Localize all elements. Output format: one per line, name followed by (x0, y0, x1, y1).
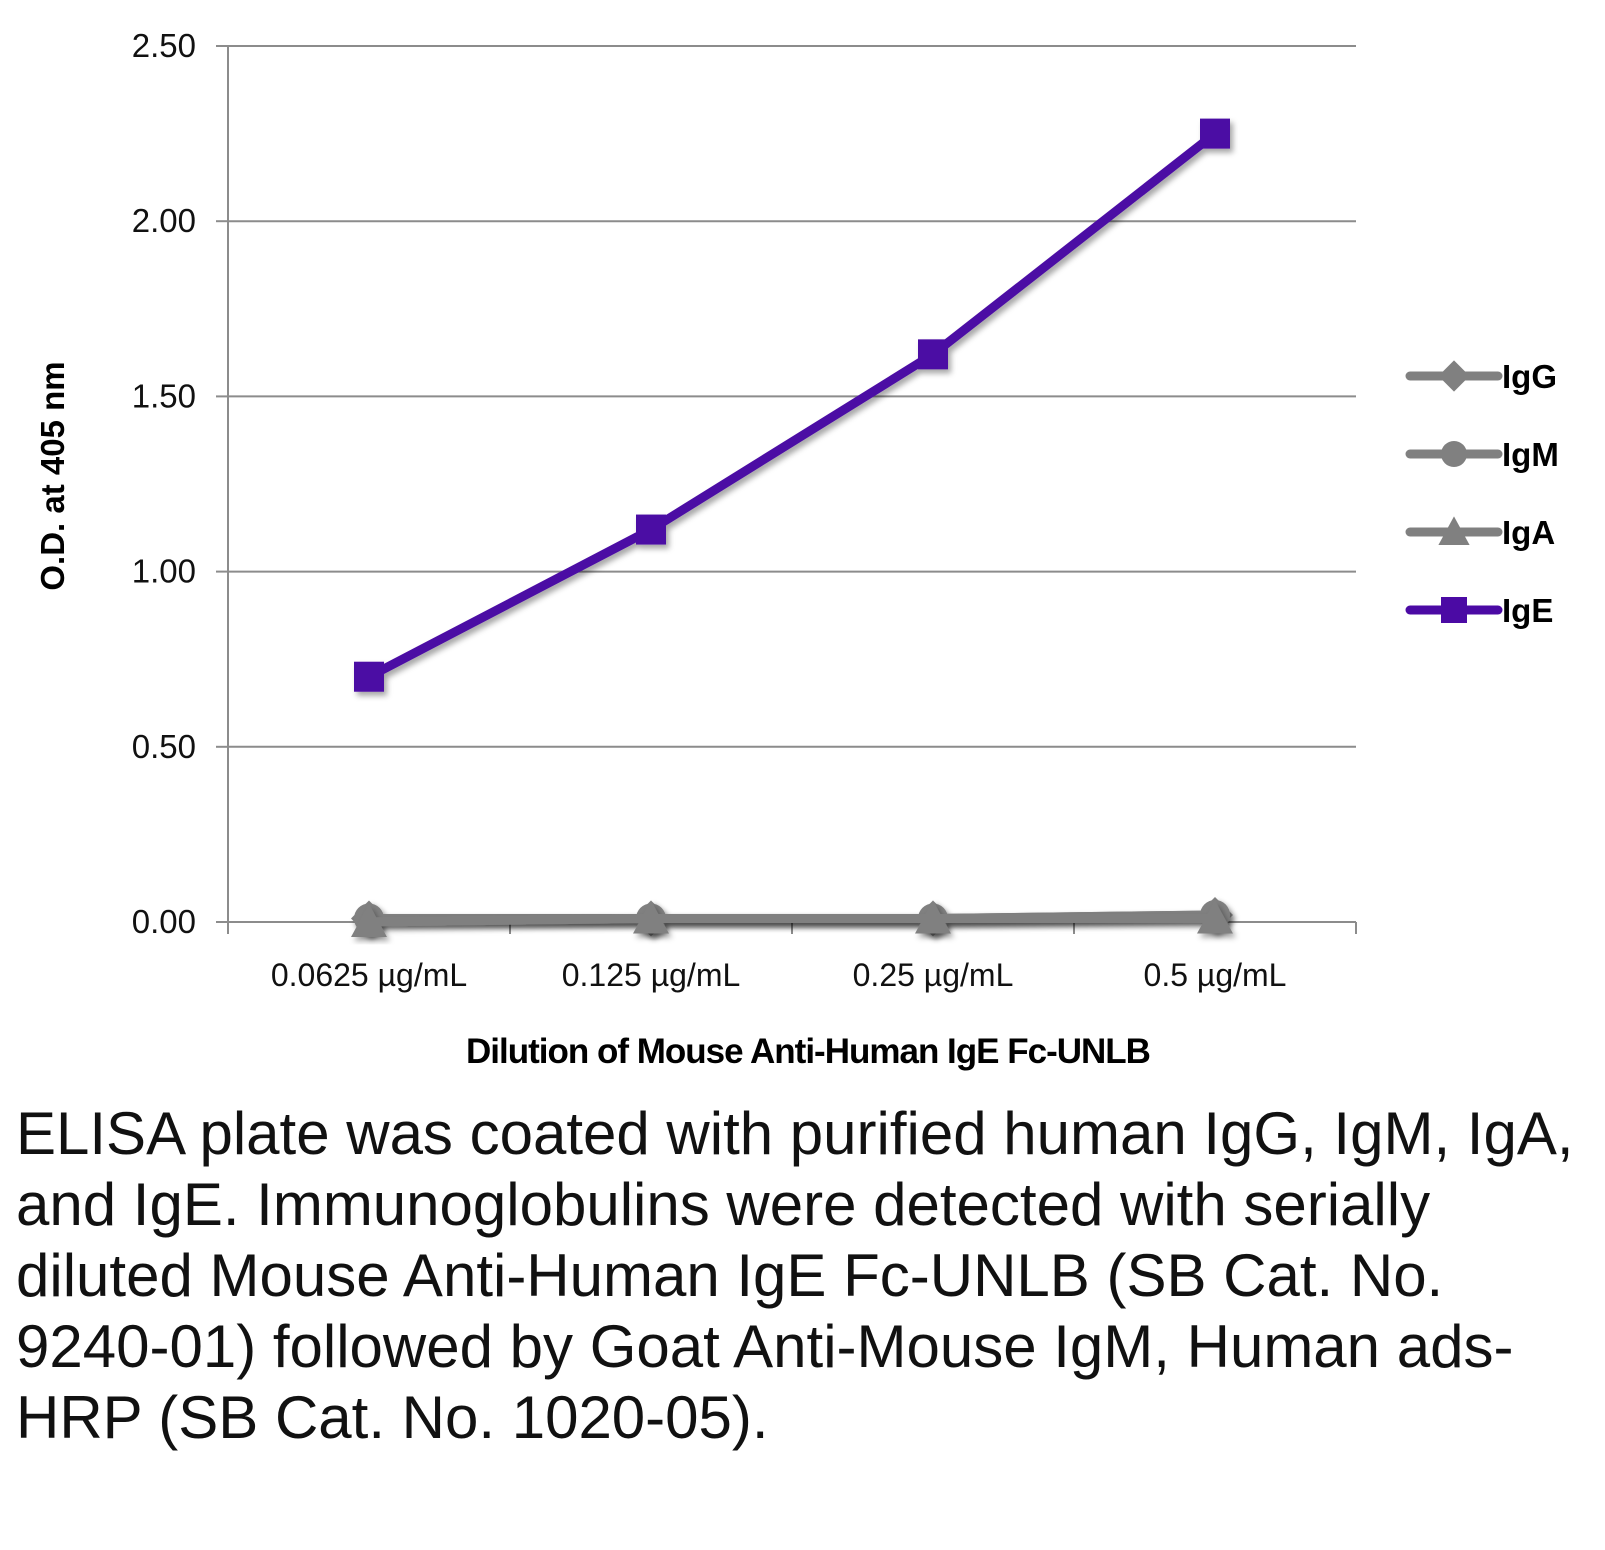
legend-item-iga: IgA (1405, 514, 1555, 551)
legend-label: IgM (1502, 436, 1559, 473)
data-point-iga (351, 904, 387, 937)
legend-item-igg: IgG (1405, 358, 1557, 395)
y-axis-title: O.D. at 405 nm (34, 361, 71, 590)
data-point-ige (636, 514, 666, 545)
y-tick-label: 2.50 (132, 27, 196, 64)
series-line-iga (368, 913, 1215, 927)
x-tick-labels: 0.0625 µg/mL 0.125 µg/mL 0.25 µg/mL 0.5 µg/… (271, 957, 1287, 993)
data-point-ige (918, 339, 948, 370)
y-tick-label: 0.00 (132, 903, 196, 940)
y-tick-labels: 0.00 0.50 1.00 1.50 2.00 2.50 (132, 27, 196, 940)
y-tick-label: 2.00 (132, 202, 196, 239)
series-line-ige (366, 130, 1218, 681)
x-tick-label: 0.125 µg/mL (562, 957, 741, 993)
chart: 0.00 0.50 1.00 1.50 2.00 2.50 0.0625 µg/mL 0.1… (34, 27, 1559, 1071)
y-tick-label: 1.00 (132, 553, 196, 590)
legend-marker-circle (1441, 441, 1467, 467)
legend-marker-triangle (1438, 516, 1470, 545)
legend-marker-diamond (1438, 360, 1470, 392)
x-tick-label: 0.5 µg/mL (1144, 957, 1287, 993)
legend-item-igm: IgM (1405, 436, 1559, 473)
legend: IgG IgM IgA IgE (1405, 358, 1559, 629)
figure-caption: ELISA plate was coated with purified hum… (16, 1100, 1574, 1451)
y-tick-label: 0.50 (132, 728, 196, 765)
x-tick-label: 0.0625 µg/mL (271, 957, 467, 993)
x-tick-label: 0.25 µg/mL (853, 957, 1014, 993)
series-ige (354, 118, 1230, 692)
data-point-iga (633, 900, 669, 934)
data-point-ige (354, 661, 384, 692)
legend-item-ige: IgE (1405, 592, 1553, 629)
y-tick-label: 1.50 (132, 377, 196, 414)
data-point-iga (915, 900, 951, 934)
x-axis-title: Dilution of Mouse Anti-Human IgE Fc-UNLB (466, 1032, 1150, 1071)
gridlines (228, 45, 1356, 748)
axes (216, 45, 1357, 934)
legend-label: IgE (1502, 592, 1553, 629)
series-iga (351, 900, 1233, 937)
data-point-ige (1200, 118, 1230, 149)
legend-marker-square (1441, 597, 1467, 623)
series (351, 118, 1233, 937)
legend-label: IgA (1502, 514, 1555, 551)
data-point-iga (1197, 900, 1233, 934)
legend-label: IgG (1502, 358, 1557, 395)
